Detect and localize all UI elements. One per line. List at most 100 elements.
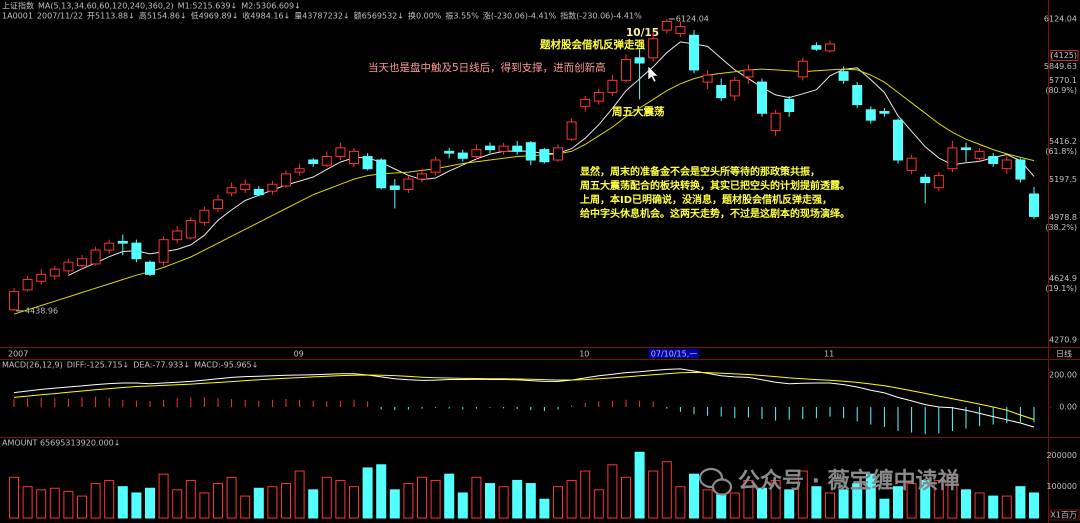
volume-bar — [145, 487, 155, 519]
volume-bar — [172, 489, 183, 519]
x-tick-label: 11 — [824, 350, 834, 359]
candle-body — [702, 74, 713, 83]
candle-body — [893, 119, 903, 161]
volume-bar — [865, 473, 876, 519]
volume-bar — [199, 492, 210, 519]
macd-line — [13, 371, 1035, 420]
candle-body — [199, 209, 210, 223]
annotation: 周五大震荡 — [612, 105, 665, 118]
candle-body — [797, 60, 808, 78]
candle-body — [512, 145, 523, 152]
candle-body — [362, 156, 373, 170]
header-text: 振3.55% — [445, 11, 479, 21]
header-text: 涨(-230.06)-4.41% — [483, 11, 557, 21]
volume-bar — [90, 483, 101, 519]
icon-bubble — [711, 478, 733, 496]
y-tick-label: 0.00 — [1059, 403, 1077, 412]
volume-bar — [457, 492, 468, 519]
candle-body — [376, 159, 387, 189]
header-text: M2:5306.609↓ — [241, 2, 301, 11]
candle-body — [403, 178, 414, 190]
extreme-label: 6124.04 — [676, 15, 709, 24]
volume-bar — [417, 476, 427, 519]
ma-line — [68, 41, 1035, 276]
x-tick-label: 10 — [579, 350, 589, 359]
volume-bar — [1001, 495, 1012, 519]
volume-bar — [36, 489, 47, 519]
legend-label: MACD:-95.965↓ — [194, 361, 258, 370]
candle-body — [77, 258, 87, 267]
y-tick-label: 200.00 — [1049, 371, 1077, 380]
volume-bar — [893, 486, 903, 519]
y-tick-label: 200000 — [1046, 451, 1077, 460]
volume-bar — [593, 489, 604, 519]
candle-body — [865, 109, 876, 121]
candle-body — [784, 98, 795, 113]
extreme-label: 4438.96 — [25, 306, 58, 315]
volume-bar — [920, 479, 931, 519]
candle-body — [539, 149, 550, 163]
ratio-label: (61.8%) — [1045, 147, 1077, 156]
y-tick-label: 4978.8 — [1049, 213, 1077, 222]
candle-body — [947, 147, 958, 170]
candle-body — [335, 147, 346, 158]
volume-bar — [240, 495, 251, 519]
candle-body — [145, 261, 155, 275]
volume-bar — [403, 483, 414, 519]
candle-body — [566, 121, 577, 140]
candle-body — [621, 59, 631, 81]
candle-body — [172, 230, 183, 241]
y-tick-label: 6124.04 — [1044, 15, 1077, 24]
header-text: 指数(-230.06)-4.41% — [560, 11, 642, 21]
candle-body — [117, 240, 128, 244]
x-tick-label: 07/10/15,一 — [651, 350, 697, 359]
header-text: 额6569532↓ — [354, 11, 404, 21]
volume-bar — [213, 483, 223, 519]
candle-body — [36, 273, 47, 282]
volume-bar — [838, 489, 849, 519]
volume-bar — [702, 489, 713, 519]
mouse-cursor — [647, 65, 659, 83]
note-line: 上周，本ID已明确说，没消息，题材股会借机反弹走强， — [580, 193, 832, 206]
header-text: 2007/11/22 — [37, 12, 83, 21]
note-line: 周五大震荡配合的板块转换，其实已把空头的计划提前透露。 — [580, 179, 850, 192]
candle-body — [634, 57, 645, 64]
candle-body — [743, 69, 754, 78]
volume-bar — [362, 467, 373, 519]
macd-line — [13, 368, 1035, 428]
header-text: M1:5215.639↓ — [178, 2, 238, 11]
volume-bar — [444, 473, 455, 519]
volume-bar — [294, 470, 305, 519]
volume-bar — [104, 479, 115, 519]
volume-bar — [308, 489, 319, 519]
candle-body — [961, 147, 971, 151]
candle-body — [811, 45, 822, 50]
y-tick-label: 4624.9 — [1049, 274, 1077, 283]
candle-body — [267, 183, 278, 192]
volume-bar — [553, 486, 563, 519]
candle-body — [689, 34, 699, 71]
marker-label: (4125) — [1050, 51, 1077, 60]
volume-bar — [580, 470, 591, 519]
candle-body — [104, 242, 115, 251]
volume-bar — [485, 483, 495, 519]
candle-body — [417, 173, 427, 180]
volume-bar — [185, 479, 196, 519]
header-text: 高5154.86↓ — [139, 11, 187, 21]
volume-bar — [811, 486, 822, 519]
candle-body — [9, 291, 19, 311]
volume-bar — [947, 476, 958, 519]
legend-label: DIFF:-125.715↓ — [67, 361, 129, 370]
volume-bar — [1029, 492, 1039, 519]
volume-bar — [825, 492, 835, 519]
candle-body — [716, 85, 727, 99]
candle-body — [294, 168, 305, 173]
candle-body — [321, 156, 332, 166]
panel-title: MACD(26,12,9) — [2, 361, 63, 370]
candle-body — [729, 79, 740, 97]
volume-bar — [675, 486, 686, 519]
volume-bar — [512, 479, 523, 519]
volume-bar — [430, 479, 441, 519]
period-label: 日线 — [1056, 349, 1072, 359]
